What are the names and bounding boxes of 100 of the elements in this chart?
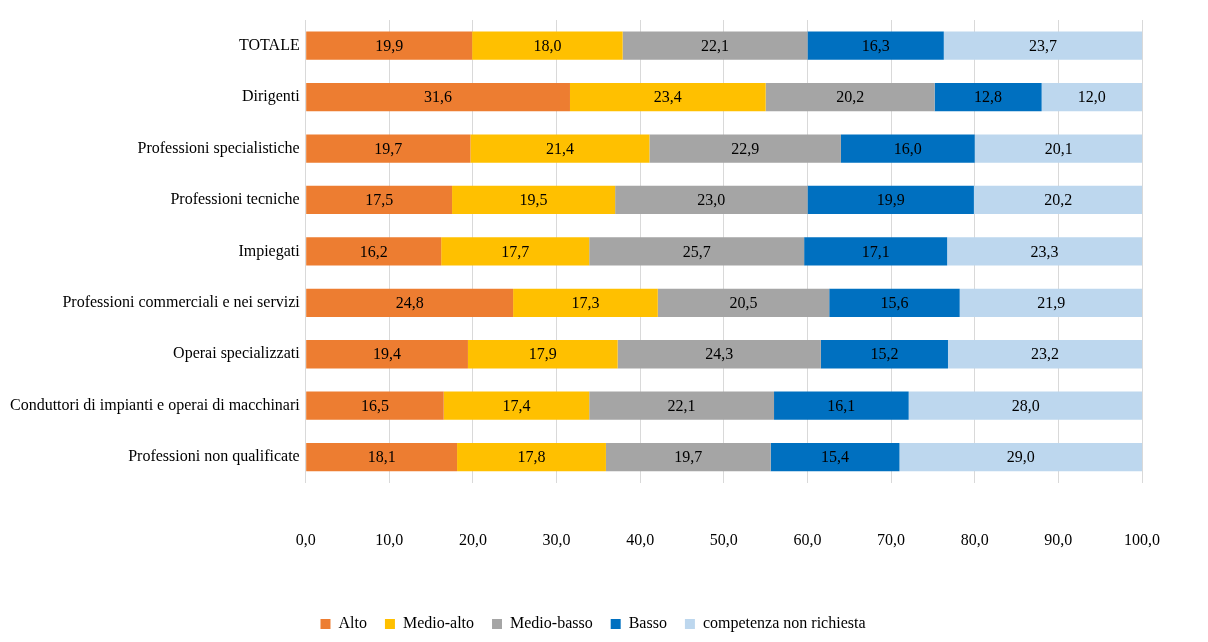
legend-label: competenza non richiesta: [702, 614, 866, 633]
data-label: 16,5: [360, 396, 389, 414]
x-tick-label: 80,0: [960, 530, 989, 548]
bar: [974, 134, 1142, 163]
y-tick-label: Dirigenti: [241, 87, 301, 106]
bar: [306, 237, 442, 266]
legend-label: Basso: [628, 614, 667, 632]
x-tick-label: 0,0: [295, 530, 316, 548]
data-label: 22,9: [731, 139, 760, 157]
data-label: 31,6: [424, 88, 453, 106]
data-label: 19,4: [373, 345, 402, 363]
bar: [472, 31, 623, 60]
y-tick-label: Professioni tecniche: [170, 190, 300, 208]
bar: [943, 31, 1142, 60]
data-label: 23,7: [1028, 36, 1057, 54]
data-label: 23,3: [1030, 242, 1059, 260]
data-label: 17,7: [501, 242, 530, 260]
legend-label: Medio-alto: [402, 614, 475, 632]
bar: [908, 391, 1142, 420]
bar: [306, 185, 453, 215]
bar: [467, 340, 618, 369]
bar: [306, 442, 458, 472]
data-label: 17,9: [528, 345, 557, 363]
bar: [569, 82, 766, 112]
x-tick-label: 60,0: [793, 530, 822, 548]
data-label: 23,2: [1030, 345, 1059, 363]
bar: [657, 288, 830, 317]
bar: [820, 340, 948, 369]
data-label: 12,0: [1077, 88, 1106, 106]
bar: [470, 134, 650, 163]
bar: [770, 442, 900, 472]
bar: [605, 442, 771, 472]
x-tick-label: 90,0: [1044, 530, 1073, 548]
data-label: 24,8: [395, 294, 424, 312]
x-tick-label: 40,0: [626, 530, 655, 548]
bar: [306, 340, 468, 369]
data-label: 17,3: [571, 294, 600, 312]
bar: [306, 82, 570, 112]
y-tick-label: Operai specializzati: [173, 344, 301, 363]
data-label: 25,7: [682, 242, 711, 260]
bar: [807, 31, 944, 60]
data-label: 16,3: [861, 36, 890, 54]
data-label: 23,0: [697, 191, 726, 209]
data-label: 20,5: [729, 294, 758, 312]
bar: [774, 391, 909, 420]
data-label: 19,9: [876, 191, 905, 209]
bar: [934, 82, 1042, 112]
bar: [441, 237, 590, 266]
bar: [829, 288, 960, 317]
data-label: 22,1: [667, 396, 696, 414]
data-label: 19,9: [375, 36, 404, 54]
x-tick-label: 70,0: [877, 530, 906, 548]
bar: [959, 288, 1142, 317]
data-label: 15,4: [821, 448, 850, 466]
data-label: 17,1: [861, 242, 890, 260]
bar: [589, 237, 805, 266]
legend-label: Alto: [338, 614, 367, 632]
y-tick-label: Professioni non qualificate: [128, 447, 300, 466]
y-tick-label: Professioni specialistiche: [137, 138, 300, 157]
bar: [617, 340, 821, 369]
x-tick-label: 100,0: [1124, 530, 1160, 548]
bar: [457, 442, 606, 472]
data-label: 20,2: [836, 88, 865, 106]
bar: [649, 134, 841, 163]
data-label: 24,3: [705, 345, 734, 363]
data-label: 16,0: [893, 139, 922, 157]
x-tick-label: 20,0: [458, 530, 487, 548]
data-label: 18,1: [367, 448, 396, 466]
x-tick-label: 50,0: [709, 530, 738, 548]
bar: [947, 340, 1142, 369]
x-tick-label: 10,0: [375, 530, 404, 548]
data-label: 15,6: [880, 294, 909, 312]
data-label: 16,1: [827, 396, 856, 414]
bar: [452, 185, 616, 215]
data-label: 17,4: [502, 396, 531, 414]
y-tick-label: Professioni commerciali e nei servizi: [62, 293, 301, 311]
bar: [589, 391, 775, 420]
data-label: 22,1: [701, 36, 730, 54]
data-label: 21,9: [1037, 294, 1066, 312]
bar: [765, 82, 935, 112]
bar: [306, 391, 444, 420]
bar: [443, 391, 590, 420]
bar: [513, 288, 658, 317]
bar: [804, 237, 948, 266]
bar: [306, 288, 514, 317]
data-label: 20,2: [1044, 191, 1073, 209]
data-label: 20,1: [1044, 139, 1073, 157]
data-label: 19,7: [374, 139, 403, 157]
data-label: 28,0: [1011, 396, 1040, 414]
bar: [622, 31, 808, 60]
bar: [840, 134, 975, 163]
y-tick-label: Conduttori di impianti e operai di macchinari: [10, 395, 301, 414]
data-label: 19,7: [674, 448, 703, 466]
data-label: 15,2: [870, 345, 899, 363]
data-label: 21,4: [545, 139, 574, 157]
y-tick-label: TOTALE: [239, 35, 300, 53]
x-tick-label: 30,0: [542, 530, 571, 548]
bar: [899, 442, 1142, 472]
data-label: 29,0: [1006, 448, 1035, 466]
data-label: 18,0: [533, 36, 562, 54]
